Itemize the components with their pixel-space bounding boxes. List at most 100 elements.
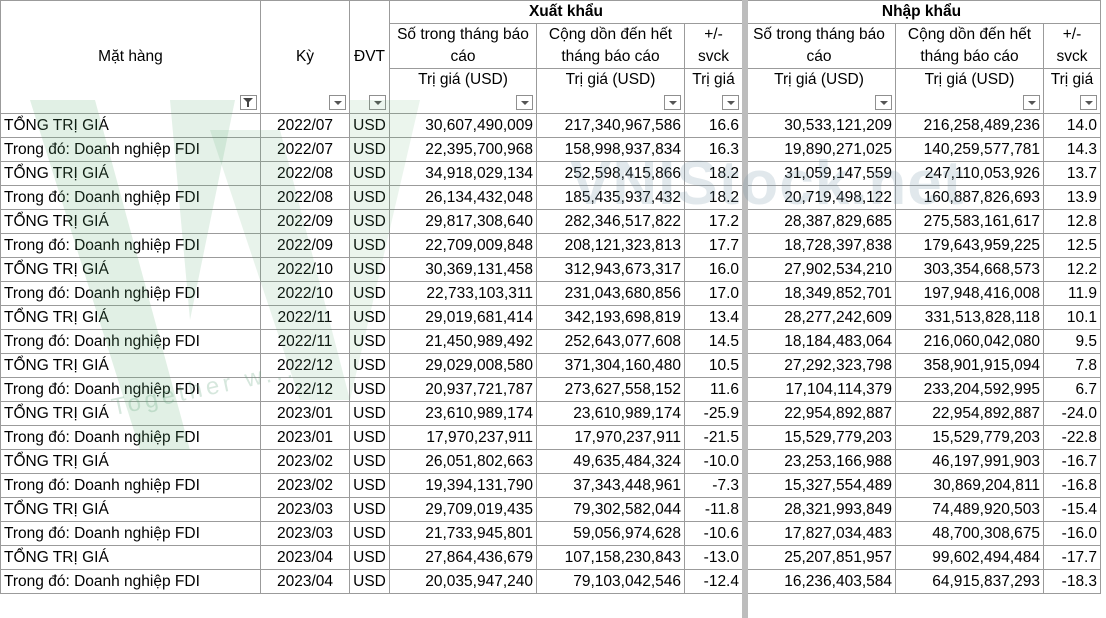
export-change-cell[interactable]: 16.3: [684, 137, 743, 162]
unit-cell[interactable]: USD: [349, 233, 390, 258]
period-cell[interactable]: 2023/02: [260, 473, 350, 498]
import-cumulative-cell[interactable]: 64,915,837,293: [895, 569, 1044, 594]
import-change-cell[interactable]: 14.0: [1043, 113, 1101, 138]
table-row[interactable]: TỔNG TRỊ GIÁ 2022/08 USD 34,918,029,134 252,…: [0, 161, 1101, 186]
period-cell[interactable]: 2022/07: [260, 113, 350, 138]
table-row[interactable]: TỔNG TRỊ GIÁ 2022/12 USD 29,029,008,580 371,…: [0, 353, 1101, 378]
unit-cell[interactable]: USD: [349, 521, 390, 546]
export-change-cell[interactable]: 13.4: [684, 305, 743, 330]
import-cumulative-cell[interactable]: 303,354,668,573: [895, 257, 1044, 282]
item-cell[interactable]: TỔNG TRỊ GIÁ: [0, 449, 261, 474]
unit-cell[interactable]: USD: [349, 113, 390, 138]
table-row[interactable]: TỔNG TRỊ GIÁ 2023/04 USD 27,864,436,679 107,…: [0, 545, 1101, 570]
unit-cell[interactable]: USD: [349, 497, 390, 522]
table-row[interactable]: TỔNG TRỊ GIÁ 2023/01 USD 23,610,989,174 23,6…: [0, 401, 1101, 426]
period-cell[interactable]: 2023/01: [260, 425, 350, 450]
export-month-cell[interactable]: 29,019,681,414: [389, 305, 537, 330]
import-cumulative-cell[interactable]: 233,204,592,995: [895, 377, 1044, 402]
table-row[interactable]: Trong đó: Doanh nghiệp FDI 2022/09 USD 22,7…: [0, 233, 1101, 258]
filter-icon-active[interactable]: [240, 95, 257, 110]
export-cumulative-cell[interactable]: 37,343,448,961: [536, 473, 685, 498]
filter-dropdown-icon[interactable]: [329, 95, 346, 110]
import-change-cell[interactable]: 6.7: [1043, 377, 1101, 402]
import-change-cell[interactable]: -16.0: [1043, 521, 1101, 546]
unit-cell[interactable]: USD: [349, 473, 390, 498]
unit-cell[interactable]: USD: [349, 545, 390, 570]
export-change-cell[interactable]: -10.6: [684, 521, 743, 546]
item-cell[interactable]: Trong đó: Doanh nghiệp FDI: [0, 185, 261, 210]
table-row[interactable]: Trong đó: Doanh nghiệp FDI 2022/08 USD 26,1…: [0, 185, 1101, 210]
unit-cell[interactable]: USD: [349, 257, 390, 282]
import-change-cell[interactable]: 12.5: [1043, 233, 1101, 258]
unit-cell[interactable]: USD: [349, 569, 390, 594]
import-cumulative-cell[interactable]: 216,258,489,236: [895, 113, 1044, 138]
export-change-cell[interactable]: 17.7: [684, 233, 743, 258]
import-month-cell[interactable]: 22,954,892,887: [742, 401, 896, 426]
item-cell[interactable]: TỔNG TRỊ GIÁ: [0, 209, 261, 234]
import-cumulative-cell[interactable]: 140,259,577,781: [895, 137, 1044, 162]
import-month-cell[interactable]: 27,902,534,210: [742, 257, 896, 282]
export-month-cell[interactable]: 34,918,029,134: [389, 161, 537, 186]
export-change-cell[interactable]: 16.6: [684, 113, 743, 138]
import-change-cell[interactable]: -15.4: [1043, 497, 1101, 522]
import-cumulative-cell[interactable]: 179,643,959,225: [895, 233, 1044, 258]
import-month-cell[interactable]: 15,529,779,203: [742, 425, 896, 450]
export-cumulative-cell[interactable]: 371,304,160,480: [536, 353, 685, 378]
item-cell[interactable]: TỔNG TRỊ GIÁ: [0, 257, 261, 282]
import-change-cell[interactable]: -22.8: [1043, 425, 1101, 450]
period-cell[interactable]: 2022/09: [260, 233, 350, 258]
table-row[interactable]: Trong đó: Doanh nghiệp FDI 2022/12 USD 20,9…: [0, 377, 1101, 402]
item-cell[interactable]: Trong đó: Doanh nghiệp FDI: [0, 281, 261, 306]
import-month-cell[interactable]: 25,207,851,957: [742, 545, 896, 570]
import-change-cell[interactable]: 13.9: [1043, 185, 1101, 210]
table-row[interactable]: TỔNG TRỊ GIÁ 2022/07 USD 30,607,490,009 217,…: [0, 113, 1101, 138]
filter-dropdown-icon[interactable]: [1023, 95, 1040, 110]
import-month-cell[interactable]: 17,104,114,379: [742, 377, 896, 402]
export-month-cell[interactable]: 30,607,490,009: [389, 113, 537, 138]
export-change-cell[interactable]: 14.5: [684, 329, 743, 354]
import-cumulative-cell[interactable]: 160,887,826,693: [895, 185, 1044, 210]
unit-cell[interactable]: USD: [349, 185, 390, 210]
export-change-cell[interactable]: 10.5: [684, 353, 743, 378]
import-change-cell[interactable]: -16.7: [1043, 449, 1101, 474]
import-change-cell[interactable]: 9.5: [1043, 329, 1101, 354]
table-row[interactable]: TỔNG TRỊ GIÁ 2022/10 USD 30,369,131,458 312,…: [0, 257, 1101, 282]
import-change-cell[interactable]: -17.7: [1043, 545, 1101, 570]
table-row[interactable]: Trong đó: Doanh nghiệp FDI 2023/03 USD 21,7…: [0, 521, 1101, 546]
export-change-cell[interactable]: 17.0: [684, 281, 743, 306]
filter-dropdown-icon[interactable]: [516, 95, 533, 110]
export-cumulative-cell[interactable]: 282,346,517,822: [536, 209, 685, 234]
table-row[interactable]: Trong đó: Doanh nghiệp FDI 2023/02 USD 19,3…: [0, 473, 1101, 498]
export-cumulative-cell[interactable]: 59,056,974,628: [536, 521, 685, 546]
item-cell[interactable]: Trong đó: Doanh nghiệp FDI: [0, 377, 261, 402]
import-month-cell[interactable]: 16,236,403,584: [742, 569, 896, 594]
table-row[interactable]: Trong đó: Doanh nghiệp FDI 2022/07 USD 22,3…: [0, 137, 1101, 162]
period-cell[interactable]: 2022/11: [260, 305, 350, 330]
table-row[interactable]: Trong đó: Doanh nghiệp FDI 2023/04 USD 20,0…: [0, 569, 1101, 594]
import-change-cell[interactable]: -16.8: [1043, 473, 1101, 498]
item-cell[interactable]: Trong đó: Doanh nghiệp FDI: [0, 569, 261, 594]
export-change-cell[interactable]: 17.2: [684, 209, 743, 234]
period-cell[interactable]: 2022/08: [260, 185, 350, 210]
import-month-cell[interactable]: 18,349,852,701: [742, 281, 896, 306]
export-cumulative-cell[interactable]: 158,998,937,834: [536, 137, 685, 162]
export-cumulative-cell[interactable]: 273,627,558,152: [536, 377, 685, 402]
export-month-cell[interactable]: 26,134,432,048: [389, 185, 537, 210]
period-cell[interactable]: 2023/02: [260, 449, 350, 474]
export-cumulative-cell[interactable]: 49,635,484,324: [536, 449, 685, 474]
export-month-cell[interactable]: 29,709,019,435: [389, 497, 537, 522]
export-change-cell[interactable]: -7.3: [684, 473, 743, 498]
item-cell[interactable]: Trong đó: Doanh nghiệp FDI: [0, 521, 261, 546]
export-month-cell[interactable]: 22,395,700,968: [389, 137, 537, 162]
export-cumulative-cell[interactable]: 252,643,077,608: [536, 329, 685, 354]
export-cumulative-cell[interactable]: 185,435,937,432: [536, 185, 685, 210]
period-cell[interactable]: 2022/08: [260, 161, 350, 186]
export-change-cell[interactable]: -21.5: [684, 425, 743, 450]
unit-cell[interactable]: USD: [349, 401, 390, 426]
filter-dropdown-icon[interactable]: [875, 95, 892, 110]
import-month-cell[interactable]: 30,533,121,209: [742, 113, 896, 138]
export-month-cell[interactable]: 22,709,009,848: [389, 233, 537, 258]
item-cell[interactable]: TỔNG TRỊ GIÁ: [0, 401, 261, 426]
import-month-cell[interactable]: 17,827,034,483: [742, 521, 896, 546]
export-change-cell[interactable]: -10.0: [684, 449, 743, 474]
